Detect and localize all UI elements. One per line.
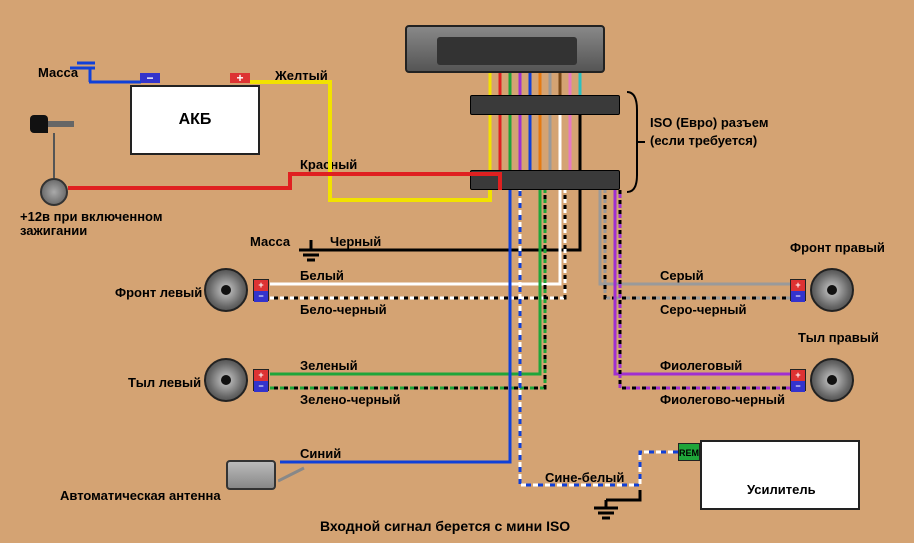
battery-label: АКБ xyxy=(179,111,212,129)
label-white-black: Бело-черный xyxy=(300,302,387,317)
term-rr: +− xyxy=(790,369,806,391)
battery: АКБ − + xyxy=(130,85,260,155)
speaker-rear-right xyxy=(810,358,854,402)
label-gray-black: Серо-черный xyxy=(660,302,747,317)
term-rl: +− xyxy=(253,369,269,391)
label-antenna: Автоматическая антенна xyxy=(60,488,221,503)
ignition-switch xyxy=(40,178,68,206)
label-front-left: Фронт левый xyxy=(115,285,202,300)
label-violet: Фиолеговый xyxy=(660,358,742,373)
label-front-right: Фронт правый xyxy=(790,240,885,255)
label-yellow: Желтый xyxy=(275,68,328,83)
label-mass: Масса xyxy=(38,65,78,80)
label-violet-black: Фиолегово-черный xyxy=(660,392,785,407)
term-fl: +− xyxy=(253,279,269,301)
label-blue-white: Сине-белый xyxy=(545,470,624,485)
label-white: Белый xyxy=(300,268,344,283)
label-mass2: Масса xyxy=(250,234,290,249)
label-green-black: Зелено-черный xyxy=(300,392,400,407)
head-unit xyxy=(405,25,605,73)
label-iso-2: (если требуется) xyxy=(650,133,757,148)
antenna xyxy=(226,460,276,490)
key-icon xyxy=(30,115,74,133)
label-iso-1: ISO (Евро) разъем xyxy=(650,115,768,130)
iso-connector-top xyxy=(470,95,620,115)
speaker-front-right xyxy=(810,268,854,312)
ground-symbol-amp xyxy=(590,500,620,524)
ground-symbol-chassis xyxy=(295,240,325,264)
speaker-rear-left xyxy=(204,358,248,402)
label-ignition: +12в при включенномзажигании xyxy=(20,210,162,238)
amplifier: Усилитель xyxy=(700,440,860,510)
label-bottom-note: Входной сигнал берется с мини ISO xyxy=(320,518,570,534)
iso-connector-bottom xyxy=(470,170,620,190)
harness-bundle xyxy=(470,73,620,173)
rem-terminal: REM xyxy=(678,443,700,461)
iso-bracket xyxy=(625,90,645,195)
label-amp: Усилитель xyxy=(747,482,816,497)
battery-pos: + xyxy=(230,73,250,83)
term-fr: +− xyxy=(790,279,806,301)
label-blue: Синий xyxy=(300,446,341,461)
speaker-front-left xyxy=(204,268,248,312)
label-rear-left: Тыл левый xyxy=(128,375,201,390)
label-black: Черный xyxy=(330,234,381,249)
label-gray: Серый xyxy=(660,268,704,283)
battery-neg: − xyxy=(140,73,160,83)
label-green: Зеленый xyxy=(300,358,358,373)
label-red: Красный xyxy=(300,157,357,172)
label-rear-right: Тыл правый xyxy=(798,330,879,345)
